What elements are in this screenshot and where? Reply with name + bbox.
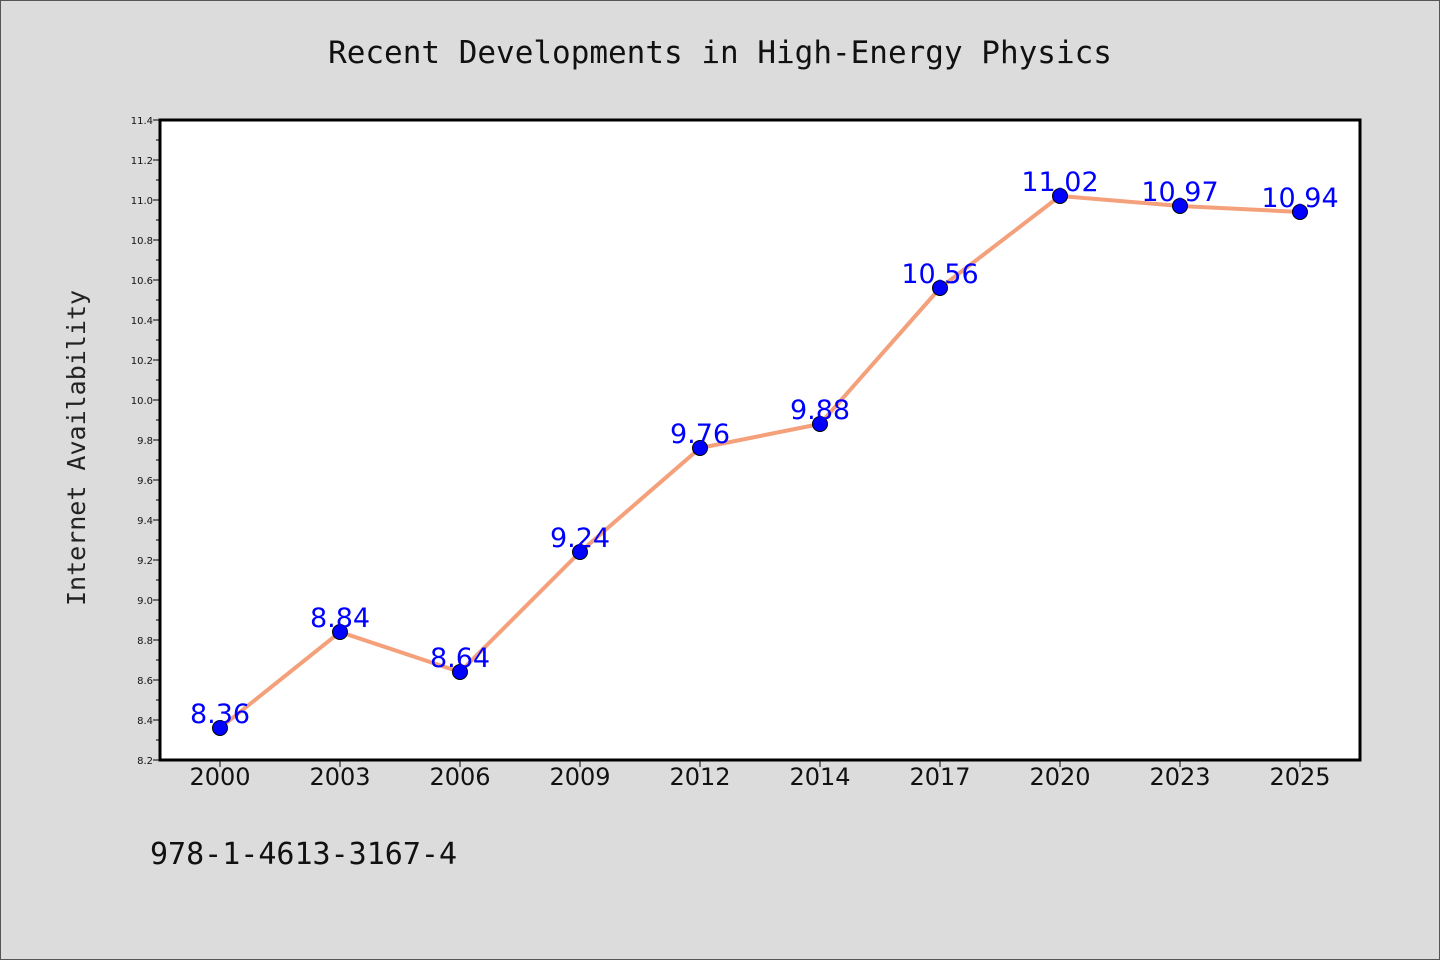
data-point-marker — [572, 544, 588, 560]
data-point-marker — [812, 416, 828, 432]
x-tick-label: 2012 — [669, 763, 730, 791]
y-tick-label: 9.4 — [137, 516, 153, 527]
data-label: 10.97 — [1141, 177, 1218, 208]
data-label: 10.56 — [901, 259, 978, 290]
data-label: 11.02 — [1021, 167, 1098, 198]
x-tick-label: 2017 — [909, 763, 970, 791]
data-label-layer: 8.36 8.84 8.64 9.24 9.76 9.88 10.56 11.02 10.97 1… — [190, 167, 1339, 730]
x-tick-label: 2003 — [309, 763, 370, 791]
data-label: 8.84 — [310, 603, 370, 634]
y-tick-label: 11.2 — [131, 156, 153, 167]
x-tick-label: 2020 — [1029, 763, 1090, 791]
data-label: 9.88 — [790, 395, 850, 426]
y-tick-label: 9.8 — [137, 436, 153, 447]
x-tick-label: 2014 — [789, 763, 850, 791]
x-tick-label: 2000 — [189, 763, 250, 791]
y-tick-label: 10.6 — [131, 276, 153, 287]
data-point-marker — [932, 280, 948, 296]
series-line — [218, 194, 1302, 730]
data-point-marker — [692, 440, 708, 456]
y-tick-label: 10.2 — [131, 356, 153, 367]
y-tick-label: 8.2 — [137, 756, 153, 767]
y-tick-label: 11.0 — [131, 196, 153, 207]
plot-area — [158, 118, 1362, 762]
y-axis-label: Internet Availability — [62, 290, 91, 606]
y-tick-label: 8.4 — [137, 716, 153, 727]
data-label: 8.64 — [430, 643, 490, 674]
x-tick-label: 2025 — [1269, 763, 1330, 791]
x-tick-label: 2006 — [429, 763, 490, 791]
data-label: 10.94 — [1261, 183, 1338, 214]
y-tick-label: 8.6 — [137, 676, 153, 687]
data-point-marker — [1172, 198, 1188, 214]
x-axis-ticks: 2000 2003 2006 2009 2012 2014 2017 2020 2023 2025 — [189, 760, 1331, 791]
y-tick-label: 9.0 — [137, 596, 153, 607]
x-tick-label: 2023 — [1149, 763, 1210, 791]
x-tick-label: 2009 — [549, 763, 610, 791]
y-tick-label: 11.4 — [131, 116, 153, 127]
data-point-marker — [452, 664, 468, 680]
y-tick-label: 10.4 — [131, 316, 153, 327]
chart-title: Recent Developments in High-Energy Physi… — [328, 35, 1112, 71]
data-label: 9.76 — [670, 419, 730, 450]
series-layer — [212, 188, 1308, 736]
data-point-marker — [1292, 204, 1308, 220]
data-label: 8.36 — [190, 699, 250, 730]
y-axis-ticks: 8.2 8.4 8.6 8.8 9.0 9.2 9.4 9.6 9.8 10.0 10.2 10.4 1… — [131, 116, 160, 767]
data-point-marker — [1052, 188, 1068, 204]
y-tick-label: 9.2 — [137, 556, 153, 567]
y-tick-label: 10.8 — [131, 236, 153, 247]
footer-code: 978-1-4613-3167-4 — [150, 837, 457, 872]
data-label: 9.24 — [550, 523, 610, 554]
data-point-marker — [212, 720, 228, 736]
y-tick-label: 10.0 — [131, 396, 153, 407]
data-point-marker — [332, 624, 348, 640]
y-tick-label: 9.6 — [137, 476, 153, 487]
y-tick-label: 8.8 — [137, 636, 153, 647]
